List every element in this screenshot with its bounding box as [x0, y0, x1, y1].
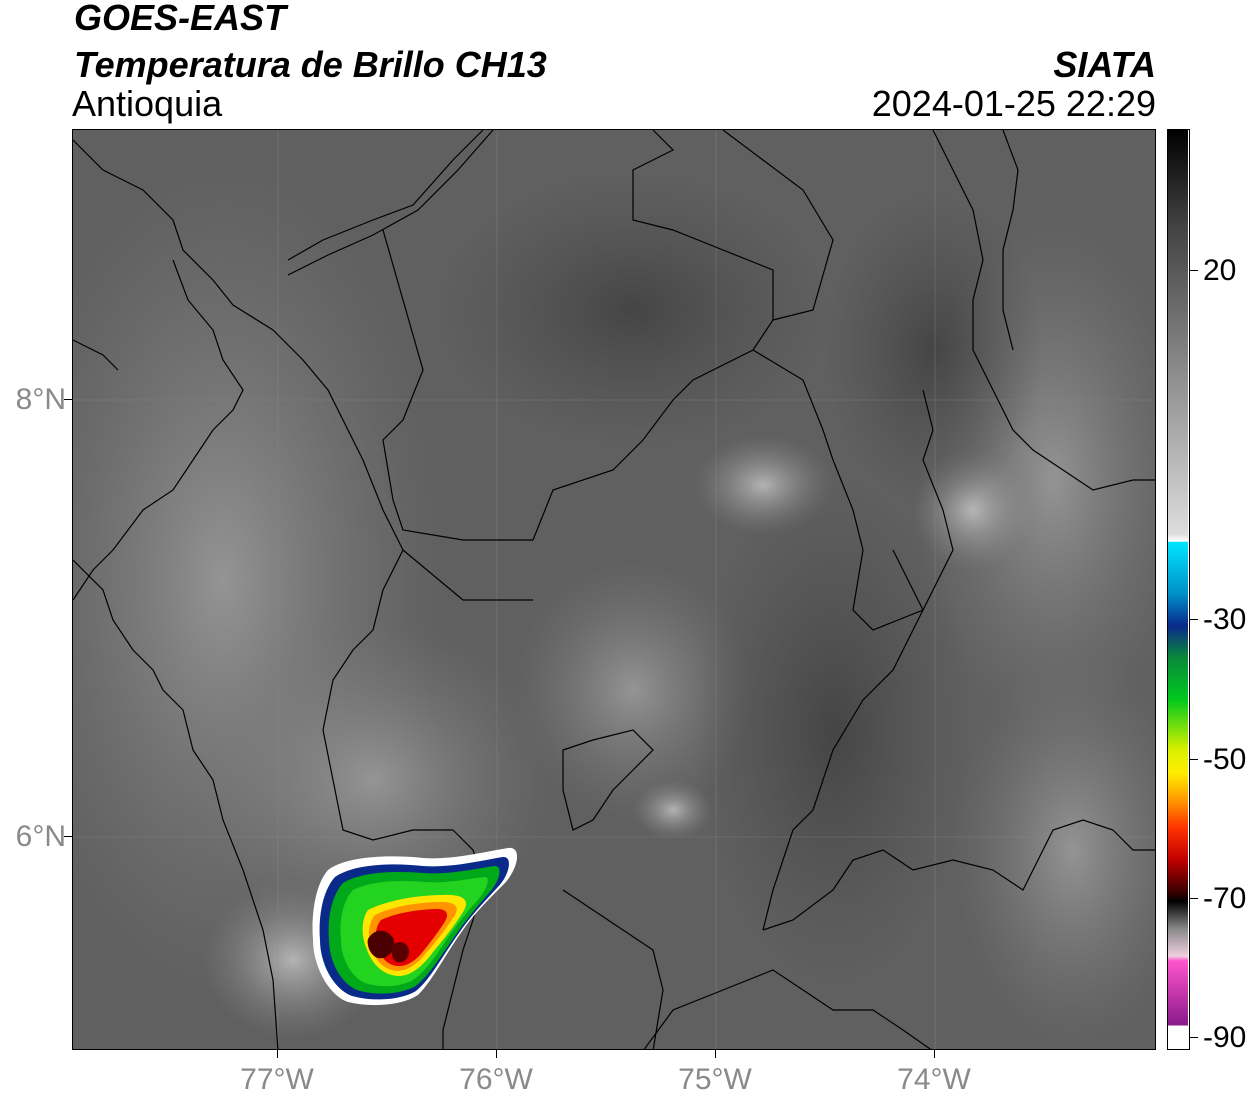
satellite-map[interactable] [72, 129, 1156, 1050]
lon-tick-label: 74°W [897, 1063, 971, 1096]
colorbar-tick-mark [1190, 1037, 1198, 1038]
lon-tick-label: 75°W [678, 1063, 752, 1096]
colorbar-label: -90 [1203, 1021, 1247, 1054]
lat-tick-label: 6°N [15, 820, 66, 853]
colorbar-gradient [1168, 130, 1188, 1048]
colorbar-label: -70 [1203, 882, 1247, 915]
organization-label: SIATA [1053, 44, 1156, 85]
temperature-colorbar [1167, 129, 1190, 1050]
colorbar-label: 20 [1203, 254, 1237, 287]
colorbar-label: -50 [1203, 743, 1247, 776]
satellite-image [73, 130, 1155, 1049]
datetime-label: 2024-01-25 22:29 [871, 83, 1156, 124]
map-title: GOES-EAST [74, 0, 287, 38]
convective-storm-cell [312, 847, 518, 1006]
map-subtitle: Temperatura de Brillo CH13 [74, 44, 547, 85]
lon-tick-mark [715, 1050, 716, 1058]
region-label: Antioquia [72, 83, 223, 124]
lon-tick-mark [496, 1050, 497, 1058]
lon-tick-mark [277, 1050, 278, 1058]
lon-tick-mark [934, 1050, 935, 1058]
colorbar-tick-mark [1190, 898, 1198, 899]
colorbar-tick-mark [1190, 759, 1198, 760]
colorbar-label: -30 [1203, 603, 1247, 636]
lon-tick-label: 76°W [459, 1063, 533, 1096]
lat-tick-mark [64, 836, 72, 837]
lat-tick-label: 8°N [15, 383, 66, 416]
colorbar-tick-mark [1190, 619, 1198, 620]
colorbar-tick-mark [1190, 270, 1198, 271]
lon-tick-label: 77°W [240, 1063, 314, 1096]
lat-tick-mark [64, 399, 72, 400]
